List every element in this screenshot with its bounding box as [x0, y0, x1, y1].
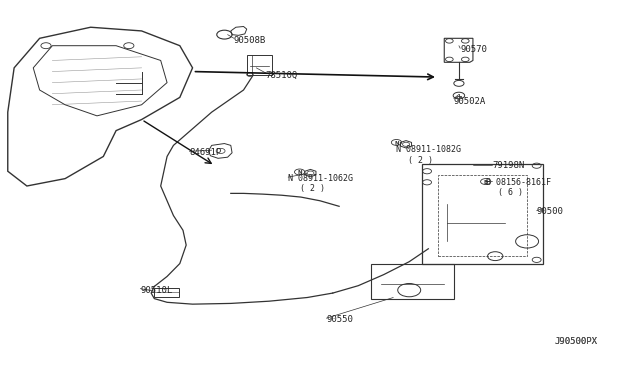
- Text: 90508B: 90508B: [234, 36, 266, 45]
- Text: ( 2 ): ( 2 ): [300, 184, 324, 193]
- Text: 84691P: 84691P: [189, 148, 221, 157]
- Text: 90510L: 90510L: [140, 286, 173, 295]
- Text: B: B: [484, 180, 488, 185]
- Text: 90570: 90570: [460, 45, 487, 54]
- Text: J90500PX: J90500PX: [554, 337, 598, 346]
- Text: N: N: [298, 170, 302, 175]
- Text: ( 2 ): ( 2 ): [408, 155, 433, 165]
- Text: 79198N: 79198N: [492, 161, 524, 170]
- Text: 90502A: 90502A: [454, 97, 486, 106]
- Text: J90500PX: J90500PX: [554, 337, 598, 346]
- Text: N 08911-1062G: N 08911-1062G: [288, 174, 353, 183]
- Text: ( 6 ): ( 6 ): [499, 188, 524, 197]
- Text: 90500: 90500: [537, 207, 564, 217]
- Text: N: N: [394, 141, 399, 146]
- Text: 78510Q: 78510Q: [266, 71, 298, 80]
- Text: N 08911-1082G: N 08911-1082G: [396, 145, 461, 154]
- Text: 90550: 90550: [326, 315, 353, 324]
- Text: B 08156-8161F: B 08156-8161F: [486, 178, 550, 187]
